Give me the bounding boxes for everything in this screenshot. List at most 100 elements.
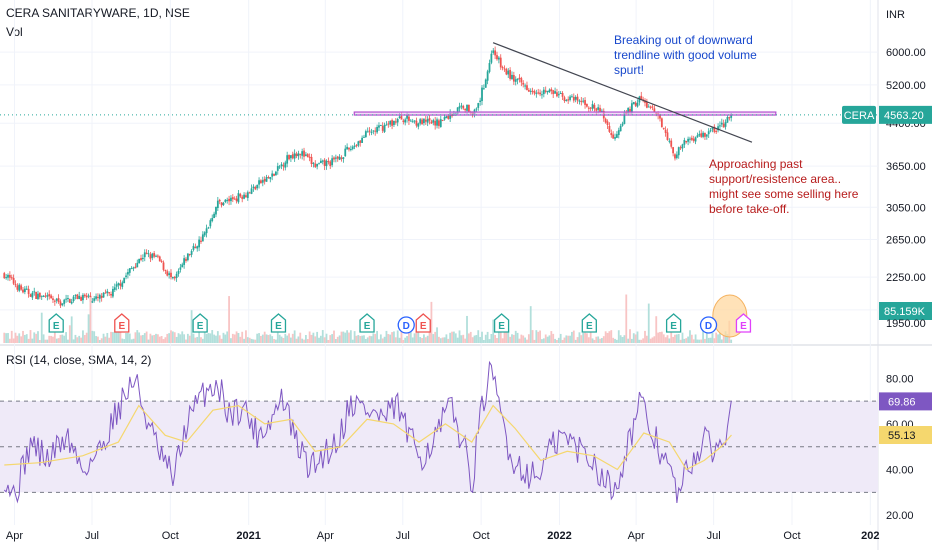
candle-body [441, 119, 444, 121]
volume-bar [44, 339, 47, 343]
price-tick-label: 6000.00 [886, 47, 926, 59]
candle-body [85, 295, 88, 298]
candle-body [78, 295, 81, 299]
candle-body [612, 134, 615, 139]
candle-body [243, 194, 245, 199]
candle-body [400, 116, 403, 120]
candle-body [207, 227, 210, 229]
volume-bar [278, 334, 281, 343]
volume-bar [338, 335, 341, 343]
candle-body [713, 126, 716, 132]
volume-bar [690, 334, 693, 343]
volume-bar [243, 338, 245, 343]
candle-body [709, 130, 712, 132]
volume-bar [42, 334, 45, 343]
volume-bar [68, 325, 71, 343]
candle-body [353, 145, 356, 147]
candle-body [707, 131, 710, 135]
volume-bar [237, 333, 240, 343]
candle-body [121, 282, 124, 287]
candle-body [196, 246, 199, 249]
candle-body [511, 74, 513, 80]
volume-bar [304, 334, 307, 343]
volume-bar [447, 338, 450, 343]
volume-bar [106, 332, 109, 343]
candle-body [239, 194, 242, 197]
volume-bar [205, 333, 208, 343]
volume-bar [685, 338, 688, 343]
candle-body [522, 82, 525, 85]
candle-body [22, 289, 24, 293]
event-marker-label: E [740, 321, 747, 332]
volume-bar [394, 337, 397, 343]
candle-body [125, 275, 127, 278]
candle-body [147, 253, 150, 255]
candle-body [201, 234, 204, 242]
candle-body [507, 70, 510, 75]
volume-bar [550, 331, 553, 343]
volume-bar [411, 337, 414, 343]
volume-bar [162, 339, 165, 343]
support-note-line: Approaching past [709, 157, 803, 171]
candle-body [492, 50, 495, 53]
rsi-line [3, 360, 732, 504]
volume-bar [132, 338, 135, 343]
volume-bar [20, 336, 23, 343]
volume-bar [306, 339, 309, 343]
candle-body [623, 112, 626, 124]
candle-body [359, 140, 362, 143]
candles-group [3, 46, 733, 308]
volume-bar [441, 337, 444, 343]
candle-body [535, 92, 538, 94]
volume-bar [282, 337, 285, 343]
candle-body [113, 287, 116, 290]
candle-body [580, 101, 583, 103]
volume-bar [717, 334, 719, 343]
volume-bar [12, 338, 15, 343]
candle-body [151, 253, 154, 258]
volume-bar [593, 339, 596, 343]
candle-body [224, 199, 227, 203]
candle-body [318, 163, 320, 165]
candle-body [230, 197, 232, 202]
candle-body [250, 188, 253, 194]
volume-bar [567, 335, 570, 343]
candle-body [574, 96, 577, 100]
rsi-ma-tag-box [879, 425, 932, 444]
candle-body [411, 121, 414, 123]
candle-body [544, 90, 547, 92]
candle-body [447, 115, 450, 119]
volume-bar [681, 332, 684, 343]
candle-body [608, 125, 611, 132]
volume-bar [372, 333, 375, 343]
volume-bar [87, 314, 90, 343]
volume-bar [707, 337, 710, 343]
candle-body [119, 283, 122, 286]
event-marker-e: E [48, 313, 64, 333]
candle-body [226, 199, 229, 201]
resistance-zone [353, 111, 777, 116]
volume-bar [23, 334, 26, 343]
symbol-title[interactable]: CERA SANITARYWARE, 1D, NSE [6, 6, 190, 20]
rsi-tick-label: 80.00 [886, 373, 914, 385]
x-tick-label: Apr [628, 530, 645, 542]
event-marker-e: E [270, 313, 287, 333]
candle-body [674, 154, 676, 159]
x-tick-label: Apr [6, 530, 23, 542]
volume-bar [720, 339, 723, 343]
volume-bar [57, 338, 60, 343]
candle-body [29, 294, 32, 297]
volume-bar [565, 335, 568, 343]
candle-body [640, 95, 643, 100]
volume-bar [370, 336, 373, 343]
rsi-label[interactable]: RSI (14, close, SMA, 14, 2) [6, 353, 152, 367]
volume-bar [393, 331, 395, 343]
candle-body [127, 272, 129, 275]
candle-body [286, 155, 289, 164]
volume-bar [48, 335, 51, 343]
candle-body [698, 133, 701, 136]
candle-body [325, 160, 328, 167]
candle-body [188, 254, 191, 256]
volume-bar [606, 332, 609, 343]
